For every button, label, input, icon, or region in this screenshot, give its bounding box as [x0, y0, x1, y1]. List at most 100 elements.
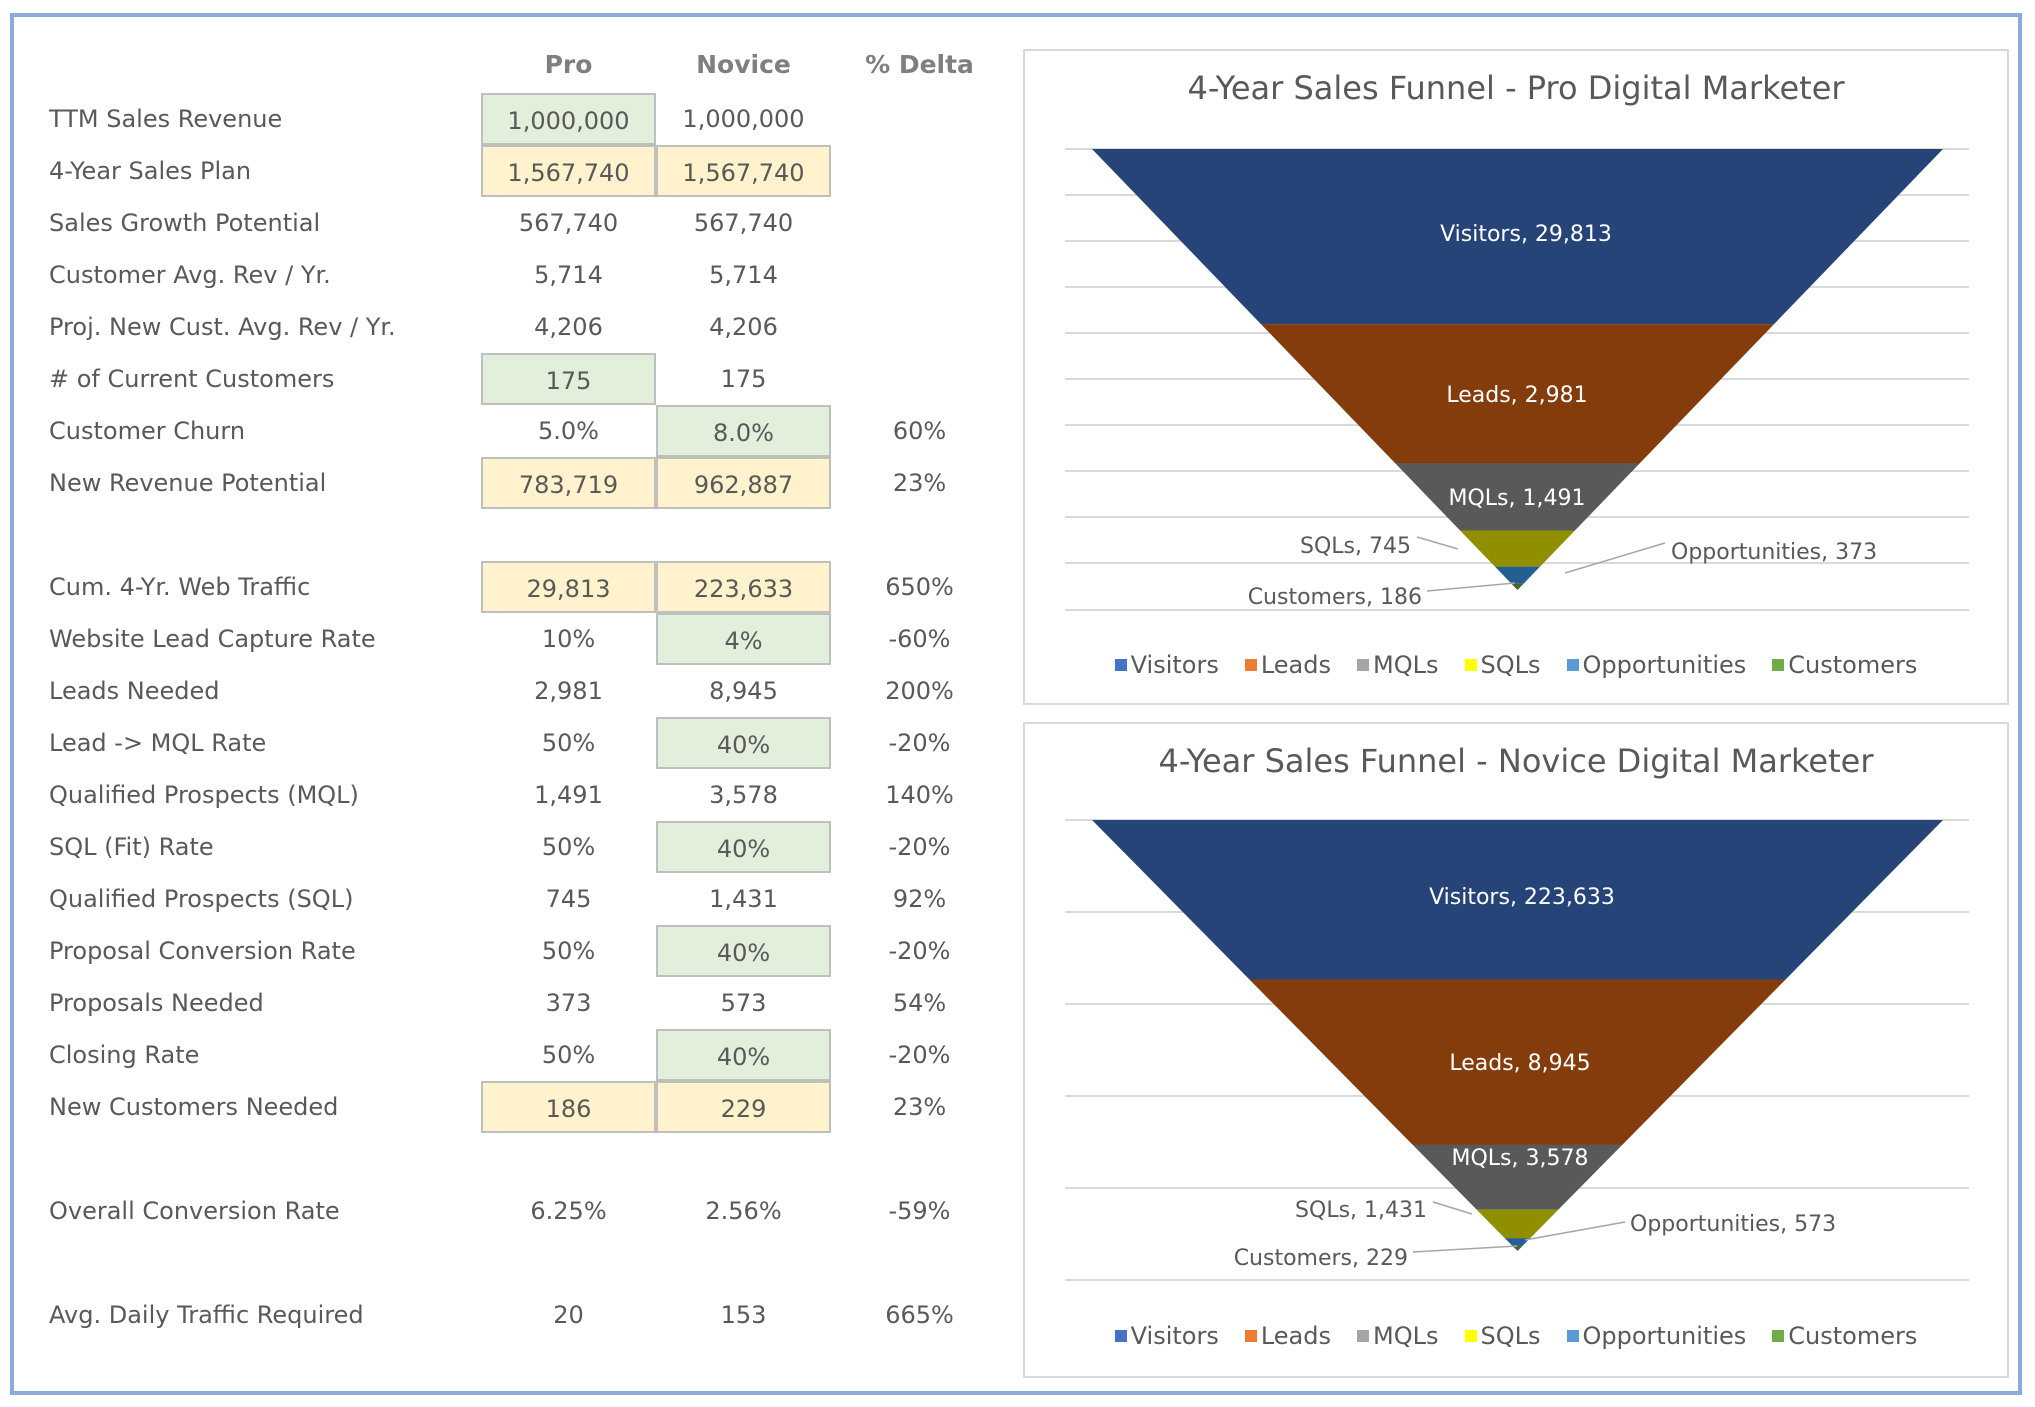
novice-value-cell[interactable]: 40%: [656, 1029, 831, 1081]
legend-item-opportunities[interactable]: Opportunities: [1566, 1322, 1747, 1350]
legend-item-customers[interactable]: Customers: [1772, 651, 1917, 679]
pro-value-cell[interactable]: 5.0%: [538, 417, 599, 445]
novice-value-cell[interactable]: 40%: [656, 717, 831, 769]
pro-value-cell[interactable]: 2,981: [534, 677, 603, 705]
funnel-band-mqls[interactable]: [1394, 462, 1641, 531]
delta-value-cell[interactable]: 140%: [885, 781, 954, 809]
delta-value-cell[interactable]: 60%: [892, 417, 947, 445]
novice-value-cell[interactable]: 40%: [656, 925, 831, 977]
funnel-band-visitors[interactable]: [1092, 820, 1943, 980]
funnel-band-leads[interactable]: [1249, 979, 1786, 1145]
funnel-band-opportunities[interactable]: [1494, 566, 1541, 584]
novice-value-cell[interactable]: 175: [720, 365, 767, 393]
pro-value-cell[interactable]: 4,206: [534, 313, 603, 341]
legend-item-opportunities[interactable]: Opportunities: [1566, 651, 1746, 679]
delta-value-cell[interactable]: [832, 249, 1007, 301]
row-label: Customer Avg. Rev / Yr.: [49, 261, 331, 289]
pro-value-cell[interactable]: 783,719: [481, 457, 656, 509]
funnel-band-leads[interactable]: [1260, 324, 1775, 463]
legend-item-leads[interactable]: Leads: [1244, 651, 1331, 679]
row-label: New Revenue Potential: [49, 469, 327, 497]
pro-value-cell[interactable]: 50%: [541, 937, 596, 965]
pro-value-cell[interactable]: 50%: [541, 1041, 596, 1069]
delta-value-cell[interactable]: [832, 301, 1007, 353]
pro-value-cell[interactable]: 1,567,740: [481, 145, 656, 197]
pro-value-cell[interactable]: 745: [545, 885, 592, 913]
novice-value-cell[interactable]: 153: [720, 1301, 767, 1329]
delta-value-cell[interactable]: 54%: [892, 989, 947, 1017]
row-label: Customer Churn: [49, 417, 246, 445]
table-row: # of Current Customers 175 175: [0, 353, 1000, 405]
pro-value-cell[interactable]: 186: [481, 1081, 656, 1133]
novice-value-cell[interactable]: 1,567,740: [656, 145, 831, 197]
legend-item-visitors[interactable]: Visitors: [1114, 651, 1219, 679]
novice-value-cell[interactable]: 4,206: [709, 313, 778, 341]
pro-value-cell[interactable]: 1,000,000: [481, 93, 656, 145]
row-label: Proj. New Cust. Avg. Rev / Yr.: [49, 313, 396, 341]
table-row: Sales Growth Potential 567,740 567,740: [0, 197, 1000, 249]
delta-value-cell[interactable]: 23%: [892, 469, 947, 497]
delta-value-cell[interactable]: 650%: [885, 573, 954, 601]
novice-value-cell[interactable]: 5,714: [709, 261, 778, 289]
pro-value-cell[interactable]: 373: [545, 989, 592, 1017]
row-label: Website Lead Capture Rate: [49, 625, 376, 653]
delta-value-cell[interactable]: -20%: [888, 1041, 951, 1069]
legend-item-customers[interactable]: Customers: [1772, 1322, 1917, 1350]
novice-value-cell[interactable]: 573: [720, 989, 767, 1017]
funnel-band-sqls[interactable]: [1476, 1209, 1559, 1239]
pro-value-cell[interactable]: 6.25%: [530, 1197, 607, 1225]
funnel-band-opportunities[interactable]: [1504, 1238, 1531, 1246]
funnel-band-sqls[interactable]: [1460, 530, 1575, 567]
delta-value-cell[interactable]: 200%: [885, 677, 954, 705]
pro-value-cell[interactable]: 175: [481, 353, 656, 405]
legend-item-mqls[interactable]: MQLs: [1357, 651, 1439, 679]
pro-value-cell[interactable]: 567,740: [518, 209, 619, 237]
novice-funnel-chart[interactable]: Visitors, 223,633 Leads, 8,945 MQLs, 3,578…: [1023, 722, 2009, 1378]
row-label: Avg. Daily Traffic Required: [49, 1301, 364, 1329]
legend-item-sqls[interactable]: SQLs: [1464, 651, 1541, 679]
delta-value-cell[interactable]: -20%: [888, 729, 951, 757]
legend-item-mqls[interactable]: MQLs: [1357, 1322, 1439, 1350]
funnel-band-customers[interactable]: [1512, 1245, 1523, 1251]
legend-item-visitors[interactable]: Visitors: [1114, 1322, 1219, 1350]
delta-value-cell[interactable]: [832, 93, 1007, 145]
chart-title: 4-Year Sales Funnel - Pro Digital Market…: [1187, 69, 1845, 107]
pro-value-cell[interactable]: 50%: [541, 833, 596, 861]
pro-value-cell[interactable]: 29,813: [481, 561, 656, 613]
novice-value-cell[interactable]: 1,431: [709, 885, 778, 913]
delta-value-cell[interactable]: -60%: [888, 625, 951, 653]
legend-item-sqls[interactable]: SQLs: [1464, 1322, 1541, 1350]
delta-value-cell[interactable]: -20%: [888, 937, 951, 965]
legend-item-leads[interactable]: Leads: [1244, 1322, 1331, 1350]
delta-value-cell[interactable]: 92%: [892, 885, 947, 913]
funnel-band-mqls[interactable]: [1412, 1144, 1623, 1210]
delta-value-cell[interactable]: -59%: [888, 1197, 951, 1225]
novice-value-cell[interactable]: 223,633: [656, 561, 831, 613]
novice-value-cell[interactable]: 3,578: [709, 781, 778, 809]
pro-value-cell[interactable]: 1,491: [534, 781, 603, 809]
novice-value-cell[interactable]: 567,740: [693, 209, 794, 237]
delta-value-cell[interactable]: [832, 197, 1007, 249]
pro-value-cell[interactable]: 10%: [541, 625, 596, 653]
novice-value-cell[interactable]: 229: [656, 1081, 831, 1133]
funnel-band-customers[interactable]: [1511, 583, 1524, 590]
novice-value-cell[interactable]: 4%: [656, 613, 831, 665]
pro-value-cell[interactable]: 20: [553, 1301, 584, 1329]
novice-value-cell[interactable]: 962,887: [656, 457, 831, 509]
delta-value-cell[interactable]: 23%: [892, 1093, 947, 1121]
novice-value-cell[interactable]: 40%: [656, 821, 831, 873]
delta-value-cell[interactable]: [832, 353, 1007, 405]
novice-value-cell[interactable]: 8,945: [709, 677, 778, 705]
pro-value-cell[interactable]: 5,714: [534, 261, 603, 289]
novice-value-cell[interactable]: 2.56%: [705, 1197, 782, 1225]
pro-value-cell[interactable]: 50%: [541, 729, 596, 757]
novice-value-cell[interactable]: 1,000,000: [682, 105, 805, 133]
delta-value-cell[interactable]: -20%: [888, 833, 951, 861]
pro-funnel-chart[interactable]: Visitors, 29,813 Leads, 2,981 MQLs, 1,491 S…: [1023, 49, 2009, 705]
delta-value-cell[interactable]: 665%: [885, 1301, 954, 1329]
funnel-band-visitors[interactable]: [1092, 149, 1943, 325]
novice-value-cell[interactable]: 8.0%: [656, 405, 831, 457]
row-label: Overall Conversion Rate: [49, 1197, 340, 1225]
legend-label: Opportunities: [1582, 1322, 1747, 1350]
delta-value-cell[interactable]: [832, 145, 1007, 197]
